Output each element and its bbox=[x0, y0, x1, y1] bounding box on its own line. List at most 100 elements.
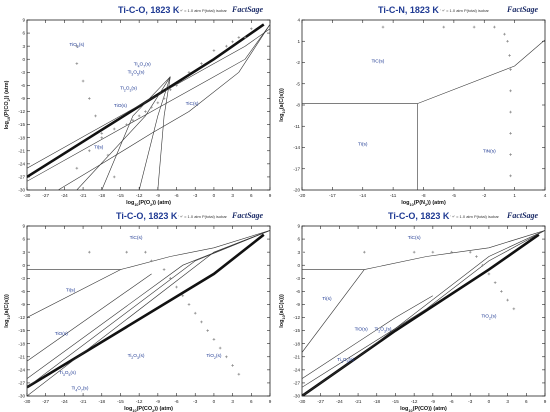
y-tick-label: -3 bbox=[21, 276, 26, 281]
phase-boundary bbox=[101, 76, 171, 190]
x-tick-label: 3 bbox=[506, 399, 509, 404]
x-tick-label: 0 bbox=[213, 193, 216, 198]
x-tick-label: -18 bbox=[373, 399, 380, 404]
y-tick-label: 3 bbox=[22, 250, 25, 255]
region-label: TiO2(s) bbox=[481, 314, 496, 321]
plot-area bbox=[27, 23, 270, 190]
region-label: Ti4O7(s) bbox=[134, 61, 151, 68]
y-axis-label: log10(a(C(s))) bbox=[279, 88, 286, 122]
y-tick-label: -9 bbox=[21, 302, 26, 307]
chart-svg-3: -30 -27 -24 -21 -18 -15 -12 -9 -6 -3 0 3 6 99630-3-6-… bbox=[4, 224, 272, 412]
y-tick-label: 0 bbox=[22, 57, 25, 62]
phase-boundary bbox=[27, 273, 152, 362]
y-tick-label: -30 bbox=[293, 394, 300, 399]
y-tick-label: 0 bbox=[297, 263, 300, 268]
y-tick-label: -6 bbox=[21, 289, 26, 294]
region-label: Ti3O5(s) bbox=[128, 70, 145, 77]
chart-title: Ti-C-N, 1823 K bbox=[378, 5, 439, 15]
x-tick-label: -27 bbox=[317, 399, 324, 404]
y-tick-label: -3 bbox=[296, 276, 301, 281]
panel-1: Ti-C-O, 1823 K ' +' = 1.0 atm P(total) i… bbox=[0, 0, 275, 206]
phase-boundary bbox=[302, 230, 545, 270]
region-label: Ti3O5(s) bbox=[337, 357, 354, 364]
y-axis-label: log10(a(C(s))) bbox=[279, 294, 286, 328]
y-tick-label: 9 bbox=[22, 18, 25, 23]
x-tick-label: 6 bbox=[525, 399, 528, 404]
isobar-note: ' +' = 1.0 atm P(total) isobar bbox=[178, 8, 227, 13]
region-label: TiO2(s) bbox=[206, 353, 221, 360]
phase-boundary bbox=[302, 230, 545, 396]
x-tick-label: -15 bbox=[117, 399, 124, 404]
y-tick-label: -30 bbox=[18, 394, 25, 399]
phase-boundary bbox=[157, 76, 171, 190]
region-label: Ti3O5(s) bbox=[59, 370, 76, 377]
plot-frame bbox=[301, 19, 546, 191]
y-tick-label: -15 bbox=[293, 328, 300, 333]
x-tick-label: -21 bbox=[355, 399, 362, 404]
y-tick-label: -12 bbox=[293, 315, 300, 320]
chart-svg-2: -20 -17 -14 -11 -8 -5 -2 1 4 4 1 -2 -5 -8 -11 -14 -17 -20… bbox=[279, 18, 547, 206]
y-tick-label: -17 bbox=[293, 166, 300, 171]
x-tick-label: -14 bbox=[359, 193, 366, 198]
y-tick-label: -24 bbox=[18, 161, 25, 166]
x-tick-label: 3 bbox=[231, 399, 234, 404]
y-tick-label: -5 bbox=[296, 81, 301, 86]
x-tick-label: 9 bbox=[269, 399, 272, 404]
x-axis-label: log10(P(CO2)) (atm) bbox=[124, 406, 173, 412]
x-axis-label: log10(P(N2)) (atm) bbox=[401, 200, 446, 206]
factsage-logo: FactSage bbox=[507, 211, 538, 220]
x-tick-label: -30 bbox=[299, 399, 306, 404]
y-tick-label: 6 bbox=[22, 31, 25, 36]
x-tick-label: -17 bbox=[329, 193, 336, 198]
x-tick-label: -15 bbox=[392, 399, 399, 404]
phase-boundary bbox=[302, 295, 433, 379]
x-tick-label: -9 bbox=[156, 193, 161, 198]
y-tick-label: -2 bbox=[296, 60, 301, 65]
y-tick-label: 6 bbox=[297, 237, 300, 242]
y-tick-label: -9 bbox=[296, 302, 301, 307]
x-tick-label: 1 bbox=[513, 193, 516, 198]
logo-text: FactSage bbox=[507, 211, 539, 220]
panel-2: Ti-C-N, 1823 K ' +' = 1.0 atm P(total) i… bbox=[275, 0, 550, 206]
x-tick-label: -21 bbox=[80, 399, 87, 404]
panel-3: Ti-C-O, 1823 K ' +' = 1.0 atm P(total) i… bbox=[0, 206, 275, 412]
x-tick-label: -24 bbox=[336, 399, 343, 404]
x-tick-label: -9 bbox=[431, 399, 436, 404]
phase-boundary bbox=[27, 28, 270, 169]
y-tick-label: -21 bbox=[18, 354, 25, 359]
x-tick-label: -30 bbox=[24, 399, 31, 404]
y-tick-label: -18 bbox=[18, 341, 25, 346]
phase-boundary bbox=[138, 76, 171, 190]
x-tick-label: -3 bbox=[193, 193, 198, 198]
y-tick-label: -6 bbox=[21, 83, 26, 88]
factsage-logo: FactSage bbox=[232, 211, 263, 220]
phase-boundary bbox=[76, 76, 171, 190]
y-tick-label: -21 bbox=[18, 148, 25, 153]
y-tick-label: -21 bbox=[293, 354, 300, 359]
x-tick-label: -2 bbox=[482, 193, 487, 198]
x-tick-label: 6 bbox=[250, 193, 253, 198]
phase-boundary bbox=[27, 230, 270, 396]
y-tick-label: -9 bbox=[21, 96, 26, 101]
x-tick-label: -18 bbox=[98, 399, 105, 404]
region-label: Ti4O7(s) bbox=[71, 385, 88, 392]
region-label: Ti(s) bbox=[322, 296, 332, 302]
y-tick-label: -11 bbox=[294, 124, 301, 129]
isobar-note: ' +' = 1.0 atm P(total) isobar bbox=[178, 214, 227, 219]
chart-svg-4: -30 -27 -24 -21 -18 -15 -12 -9 -6 -3 0 3 6 99630-3-6-… bbox=[279, 224, 547, 412]
y-tick-label: -27 bbox=[18, 175, 25, 180]
y-tick-label: -24 bbox=[18, 367, 25, 372]
y-tick-label: -30 bbox=[18, 188, 25, 193]
x-tick-label: -27 bbox=[42, 193, 49, 198]
phase-boundary bbox=[58, 24, 270, 190]
region-label: Ti2O3(s) bbox=[128, 353, 145, 360]
x-tick-label: -5 bbox=[452, 193, 457, 198]
y-tick-label: 3 bbox=[22, 44, 25, 49]
x-tick-label: -9 bbox=[156, 399, 161, 404]
x-tick-label: -20 bbox=[299, 193, 306, 198]
region-label: Ti(s) bbox=[358, 141, 368, 147]
plot-frame bbox=[26, 225, 271, 397]
y-tick-label: -18 bbox=[18, 135, 25, 140]
y-tick-label: -15 bbox=[18, 122, 25, 127]
plot-area bbox=[302, 25, 545, 190]
